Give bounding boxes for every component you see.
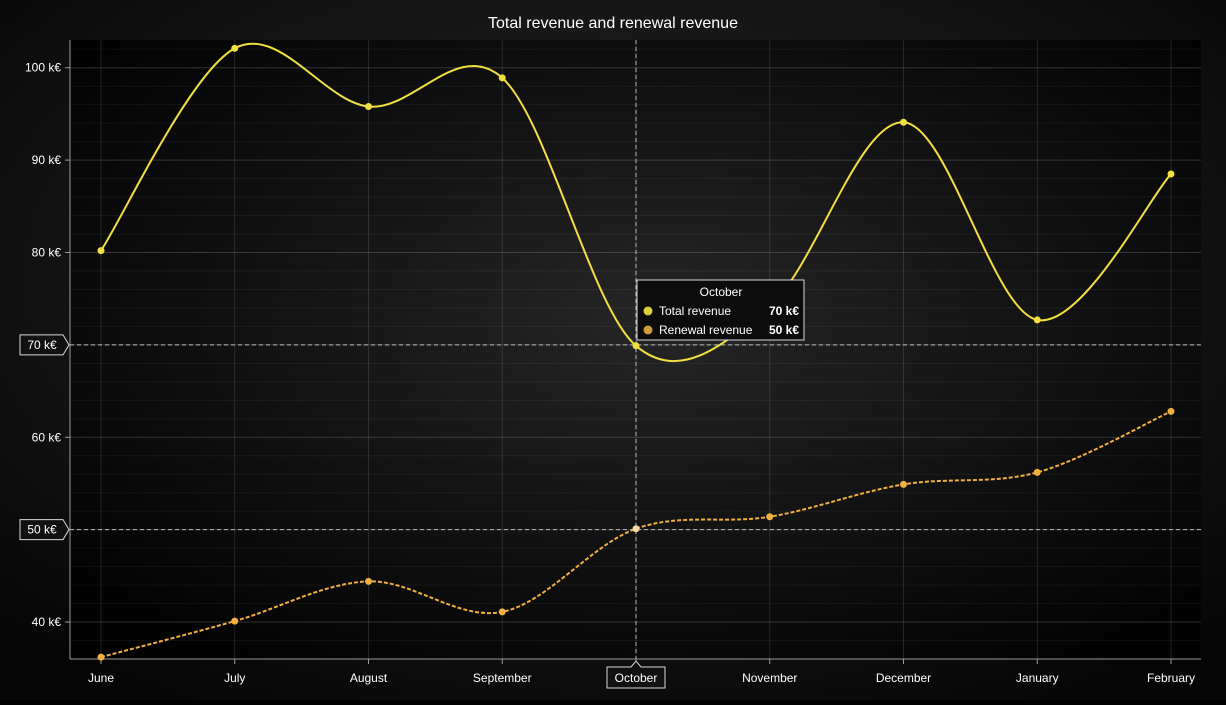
total-revenue-point[interactable]	[1167, 170, 1175, 178]
renewal-revenue-point[interactable]	[1033, 468, 1041, 476]
tooltip-box	[636, 279, 805, 341]
total-revenue-point[interactable]	[498, 74, 506, 82]
renewal-revenue-line[interactable]	[100, 410, 1172, 659]
x-tick-label: June	[88, 671, 114, 685]
x-tick-label: December	[876, 671, 931, 685]
total-revenue-point[interactable]	[632, 342, 640, 350]
total-revenue-point[interactable]	[231, 44, 239, 52]
renewal-revenue-point[interactable]	[231, 617, 239, 625]
x-tick-label: July	[224, 671, 245, 685]
x-tick-label: January	[1016, 671, 1059, 685]
x-axis-ticks: June July August September October November De…	[88, 659, 1195, 689]
tooltip-title: October	[700, 285, 743, 299]
y-tick-label: 100 k€	[25, 61, 61, 75]
tooltip-renewal-revenue-label: Renewal revenue	[659, 323, 753, 337]
value-markers: 70 k€ 50 k€	[19, 40, 1201, 659]
x-tick-label: August	[350, 671, 388, 685]
renewal-revenue-point[interactable]	[498, 608, 506, 616]
renewal-revenue-point[interactable]	[900, 480, 907, 488]
y-tick-label: 40 k€	[32, 615, 62, 629]
x-tick-label: November	[742, 671, 797, 685]
x-tick-label: September	[473, 671, 532, 685]
renewal-revenue-point[interactable]	[1167, 407, 1175, 415]
chart-title: Total revenue and renewal revenue	[488, 15, 738, 32]
renewal-revenue-point[interactable]	[97, 653, 105, 661]
y-tick-label: 80 k€	[32, 245, 62, 259]
total-revenue-point[interactable]	[900, 118, 907, 126]
value-marker-label: 50 k€	[27, 523, 57, 537]
total-revenue-point[interactable]	[1033, 316, 1041, 324]
value-marker-label-box	[19, 334, 70, 356]
value-marker-label-box	[19, 519, 70, 541]
value-marker-label: 70 k€	[27, 338, 57, 352]
y-tick-label: 60 k€	[32, 430, 62, 444]
renewal-revenue-point[interactable]	[766, 513, 774, 521]
data-points[interactable]	[97, 44, 1175, 661]
renewal-revenue-point[interactable]	[632, 525, 640, 533]
x-tick-label: October	[615, 671, 658, 685]
crosshair-x-label-box	[606, 660, 666, 689]
tooltip-total-revenue-dot	[643, 306, 653, 316]
tooltip: October Total revenue 70 k€ Renewal reve…	[636, 279, 805, 341]
total-revenue-point[interactable]	[365, 103, 372, 111]
x-tick-label: February	[1147, 671, 1195, 685]
y-tick-label: 90 k€	[32, 153, 62, 167]
tooltip-renewal-revenue-value: 50 k€	[769, 323, 799, 337]
tooltip-total-revenue-label: Total revenue	[659, 304, 731, 318]
tooltip-renewal-revenue-dot	[643, 325, 653, 335]
tooltip-total-revenue-value: 70 k€	[769, 304, 799, 318]
total-revenue-point[interactable]	[97, 247, 105, 255]
renewal-revenue-point[interactable]	[365, 577, 372, 585]
y-axis-ticks: 40 k€ 60 k€ 80 k€ 90 k€ 100 k€	[25, 61, 70, 629]
